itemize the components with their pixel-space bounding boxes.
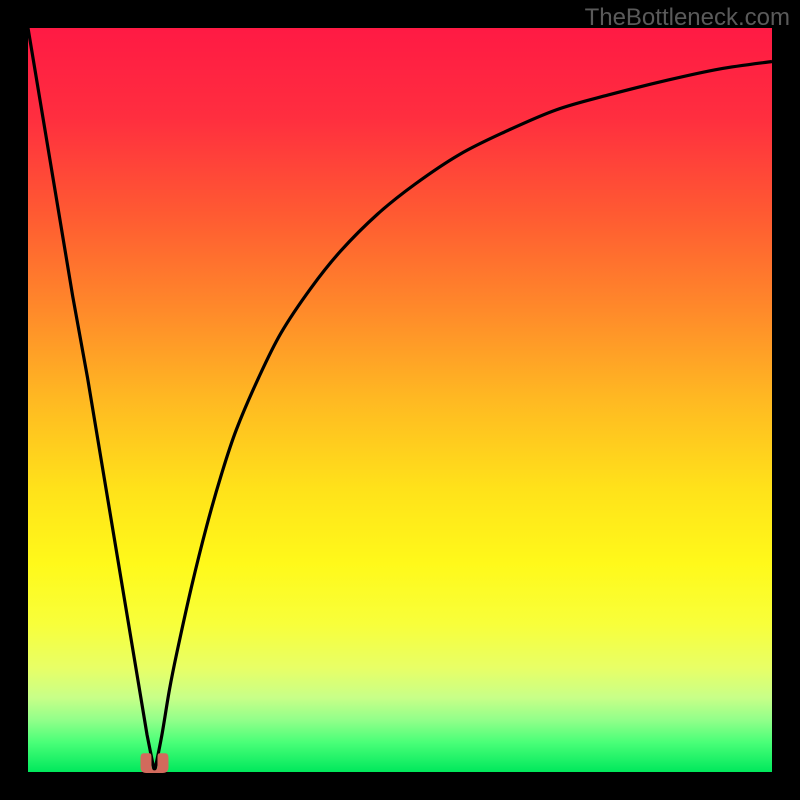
attribution-text: TheBottleneck.com	[585, 4, 790, 32]
chart-svg	[0, 0, 800, 800]
plot-background	[28, 28, 772, 772]
chart-container: TheBottleneck.com	[0, 0, 800, 800]
